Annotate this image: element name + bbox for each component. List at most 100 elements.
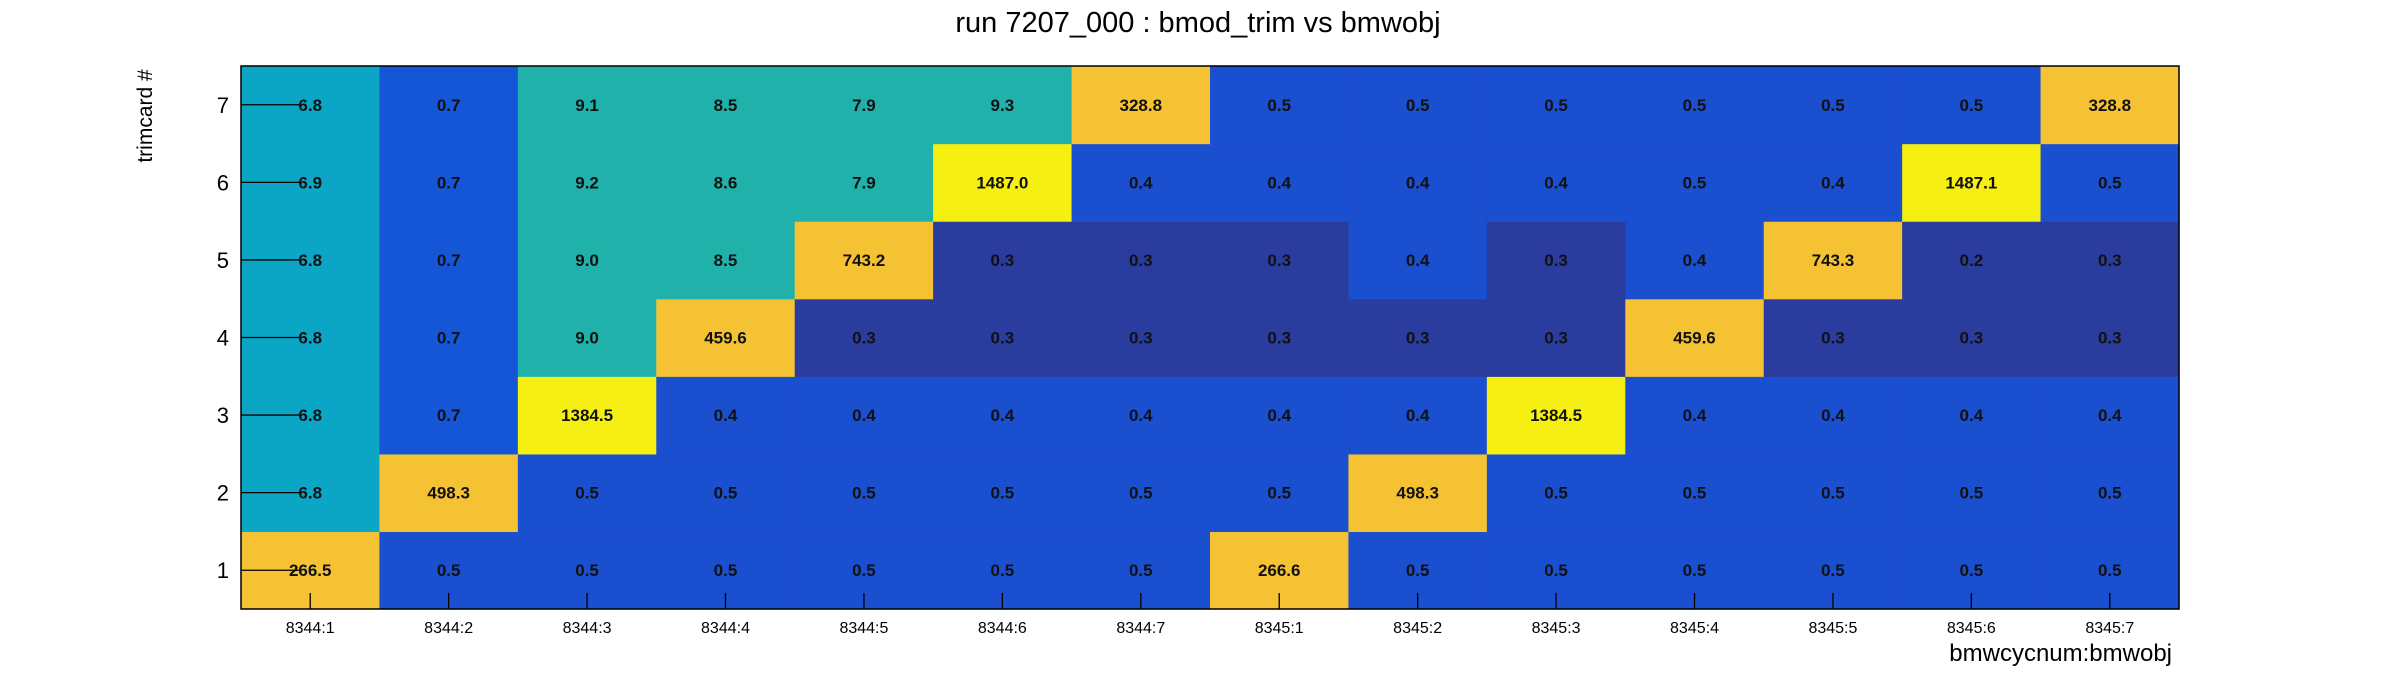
y-tick-label: 2 (217, 481, 229, 506)
heatmap-cell (1625, 66, 1765, 145)
cell-value-label: 0.4 (1129, 173, 1153, 192)
heatmap-cell (1763, 453, 1903, 533)
heatmap-cell (1625, 298, 1765, 377)
heatmap-cell (379, 143, 519, 222)
cell-value-label: 0.5 (1960, 96, 1984, 115)
cell-value-label: 6.8 (298, 251, 322, 270)
cell-value-label: 9.2 (575, 173, 599, 192)
heatmap-cells (241, 66, 2180, 610)
y-tick-label: 3 (217, 403, 229, 428)
cell-value-label: 0.3 (1267, 329, 1291, 348)
chart-title: run 7207_000 : bmod_trim vs bmwobj (955, 7, 1440, 39)
cell-value-label: 6.8 (298, 96, 322, 115)
cell-value-label: 0.7 (437, 251, 461, 270)
cell-value-label: 0.4 (2098, 406, 2122, 425)
cell-value-label: 0.3 (2098, 329, 2122, 348)
heatmap-cell (1486, 221, 1626, 300)
heatmap-cell (656, 66, 796, 145)
cell-value-label: 0.5 (1267, 484, 1291, 503)
heatmap-cell (2040, 221, 2180, 300)
cell-value-label: 0.5 (1960, 484, 1984, 503)
heatmap-cell (1625, 376, 1765, 455)
heatmap-cell (794, 453, 934, 533)
cell-value-label: 0.4 (1129, 406, 1153, 425)
heatmap-cell (656, 376, 796, 455)
cell-value-label: 0.5 (437, 561, 461, 580)
cell-value-label: 6.8 (298, 329, 322, 348)
heatmap-cell (1902, 66, 2042, 145)
cell-value-label: 0.4 (1821, 406, 1845, 425)
cell-value-label: 0.5 (1683, 96, 1707, 115)
cell-value-label: 743.3 (1812, 251, 1855, 270)
heatmap-cell (1348, 143, 1488, 222)
cell-value-label: 0.7 (437, 96, 461, 115)
x-tick-label: 8345:4 (1670, 620, 1719, 637)
cell-value-label: 0.5 (1544, 561, 1568, 580)
cell-value-label: 0.5 (1821, 484, 1845, 503)
heatmap-cell (1210, 376, 1350, 455)
heatmap-cell (1763, 221, 1903, 300)
cell-value-label: 0.3 (1406, 329, 1430, 348)
cell-value-label: 0.5 (1960, 561, 1984, 580)
y-tick-label: 6 (217, 170, 229, 195)
x-tick-label: 8345:7 (2085, 620, 2134, 637)
heatmap-cell (1210, 453, 1350, 533)
cell-value-label: 1384.5 (1530, 406, 1582, 425)
cell-value-label: 0.7 (437, 406, 461, 425)
cell-value-label: 0.4 (714, 406, 738, 425)
cell-value-label: 0.5 (575, 484, 599, 503)
cell-value-label: 0.3 (1129, 251, 1153, 270)
cell-value-label: 0.4 (1267, 406, 1291, 425)
cell-value-label: 0.4 (991, 406, 1015, 425)
heatmap-cell (656, 221, 796, 300)
cell-value-label: 0.7 (437, 173, 461, 192)
heatmap-cell (1486, 376, 1626, 455)
heatmap-cell (1486, 66, 1626, 145)
heatmap-cell (1625, 221, 1765, 300)
cell-value-label: 0.4 (1406, 406, 1430, 425)
cell-value-label: 328.8 (2089, 96, 2132, 115)
cell-value-label: 0.5 (714, 561, 738, 580)
heatmap-cell (794, 221, 934, 300)
heatmap-cell (1625, 453, 1765, 533)
heatmap-cell (1348, 221, 1488, 300)
cell-value-label: 0.5 (991, 561, 1015, 580)
heatmap-cell (1348, 298, 1488, 377)
cell-value-label: 0.5 (1406, 96, 1430, 115)
cell-value-label: 8.6 (714, 173, 738, 192)
heatmap-cell (379, 298, 519, 377)
heatmap-cell (1763, 143, 1903, 222)
cell-value-label: 0.4 (852, 406, 876, 425)
x-tick-label: 8344:2 (424, 620, 473, 637)
heatmap-cell (1071, 221, 1211, 300)
heatmap-cell (379, 453, 519, 533)
x-tick-label: 8344:1 (286, 620, 335, 637)
cell-value-label: 7.9 (852, 173, 876, 192)
heatmap-cell (1210, 221, 1350, 300)
heatmap-cell (933, 66, 1073, 145)
cell-value-label: 0.5 (714, 484, 738, 503)
heatmap-cell (656, 143, 796, 222)
heatmap-cell (1902, 376, 2042, 455)
heatmap-cell (2040, 376, 2180, 455)
cell-value-label: 0.7 (437, 329, 461, 348)
heatmap-cell (1486, 298, 1626, 377)
cell-value-label: 1487.0 (976, 173, 1028, 192)
heatmap-cell (517, 376, 657, 455)
heatmap-cell (933, 453, 1073, 533)
heatmap-cell (379, 66, 519, 145)
cell-value-label: 1384.5 (561, 406, 613, 425)
heatmap-cell (517, 66, 657, 145)
heatmap-cell (794, 376, 934, 455)
cell-value-label: 0.5 (1683, 561, 1707, 580)
heatmap-cell (1071, 143, 1211, 222)
heatmap-cell (2040, 66, 2180, 145)
cell-value-label: 0.4 (1821, 173, 1845, 192)
heatmap-cell (1348, 376, 1488, 455)
cell-value-label: 0.5 (1129, 484, 1153, 503)
heatmap-cell (1902, 221, 2042, 300)
cell-value-label: 8.5 (714, 96, 738, 115)
cell-value-label: 0.5 (1267, 96, 1291, 115)
cell-value-label: 0.2 (1960, 251, 1984, 270)
